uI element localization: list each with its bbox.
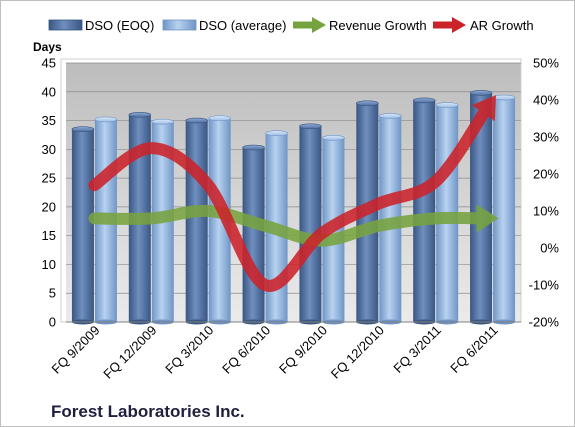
y2-tick-label: 20% (533, 167, 559, 182)
x-tick-label: FQ 9/2009 (49, 323, 103, 377)
growth-lines (88, 95, 499, 292)
bar-top (379, 113, 402, 119)
bar-top (242, 144, 265, 151)
y2-tick-label: 50% (533, 56, 559, 71)
bar-top (208, 115, 231, 122)
legend-item-revenue-growth: Revenue Growth (293, 17, 427, 33)
bar-top (71, 126, 95, 132)
series-ar-growth (88, 95, 496, 292)
left-axis-ticks: 0 5 10 15 20 25 30 35 40 45 (42, 56, 56, 330)
bar-body (299, 126, 322, 322)
right-axis-ticks: -20% -10% 0% 10% 20% 30% 40% 50% (529, 56, 560, 330)
bar-body (71, 129, 94, 322)
bar-dso-eoq (299, 123, 322, 325)
bar-dso-eoq (185, 117, 208, 325)
bar-body (493, 97, 516, 323)
y2-tick-label: 30% (533, 130, 559, 145)
y-tick-label: 40 (42, 84, 56, 99)
bar-top (265, 130, 288, 137)
bar-top (322, 135, 345, 141)
bar-dso-average (492, 94, 516, 325)
y-tick-label: 25 (42, 171, 56, 186)
bar-top (128, 112, 152, 118)
y-tick-label: 45 (42, 56, 56, 71)
y-tick-label: 20 (42, 199, 56, 214)
legend: DSO (EOQ) DSO (average) Revenue Growth A… (48, 17, 534, 33)
x-tick-label: FQ 9/2010 (276, 323, 330, 377)
legend-item-dso-average: DSO (average) (162, 18, 286, 33)
bar-top (412, 97, 436, 104)
legend-label-dso-average: DSO (average) (199, 18, 286, 33)
x-tick-label: FQ 12/2010 (328, 323, 387, 382)
bar-top (185, 117, 208, 124)
x-tick-label: FQ 3/2011 (390, 323, 443, 376)
bar-top (94, 116, 118, 123)
legend-arrowhead-revenue-growth (312, 17, 326, 33)
y2-tick-label: -20% (529, 315, 560, 330)
y2-tick-label: -10% (529, 278, 560, 293)
x-tick-label: FQ 6/2010 (219, 323, 273, 377)
bar-top (492, 94, 516, 101)
bar-dso-average (208, 115, 231, 325)
bar-body (413, 100, 436, 323)
bar-top (469, 90, 493, 96)
y-tick-label: 15 (42, 228, 56, 243)
y-tick-label: 30 (42, 142, 56, 157)
legend-label-ar-growth: AR Growth (470, 18, 534, 33)
line-revenue-growth (88, 204, 489, 247)
y2-tick-label: 10% (533, 204, 559, 219)
y-tick-label: 35 (42, 113, 56, 128)
legend-item-dso-eoq: DSO (EOQ) (48, 18, 154, 33)
arrowhead-revenue-growth (476, 204, 499, 233)
legend-swatch-dso-eoq (48, 19, 83, 31)
x-tick-label: FQ 3/2010 (162, 323, 216, 377)
bar-dso-eoq (242, 144, 265, 325)
bar-body (242, 147, 265, 322)
bar-top (299, 123, 322, 130)
legend-item-ar-growth: AR Growth (433, 17, 534, 33)
y-tick-label: 5 (49, 286, 56, 301)
y-tick-label: 10 (42, 257, 56, 272)
x-tick-label: FQ 12/2009 (100, 323, 159, 382)
legend-arrowhead-ar-growth (452, 17, 466, 33)
bar-top (151, 118, 175, 125)
legend-label-revenue-growth: Revenue Growth (329, 18, 427, 33)
y2-tick-label: 0% (540, 241, 559, 256)
legend-swatch-dso-average (162, 19, 197, 31)
arrowhead-ar-growth (471, 95, 496, 122)
bar-top (435, 102, 459, 108)
y-axis-title: Days (33, 40, 62, 54)
bar-top (356, 100, 379, 107)
bar-dso-eoq (71, 126, 95, 325)
x-tick-label: FQ 6/2011 (447, 323, 500, 376)
legend-label-dso-eoq: DSO (EOQ) (85, 18, 154, 33)
y-tick-label: 0 (49, 315, 56, 330)
line-ar-growth (88, 102, 493, 292)
bar-dso-eoq (412, 97, 436, 325)
y2-tick-label: 40% (533, 93, 559, 108)
series-revenue-growth (88, 204, 499, 247)
company-name: Forest Laboratories Inc. (51, 402, 245, 421)
bar-body (208, 118, 231, 323)
bar-body (185, 120, 208, 322)
